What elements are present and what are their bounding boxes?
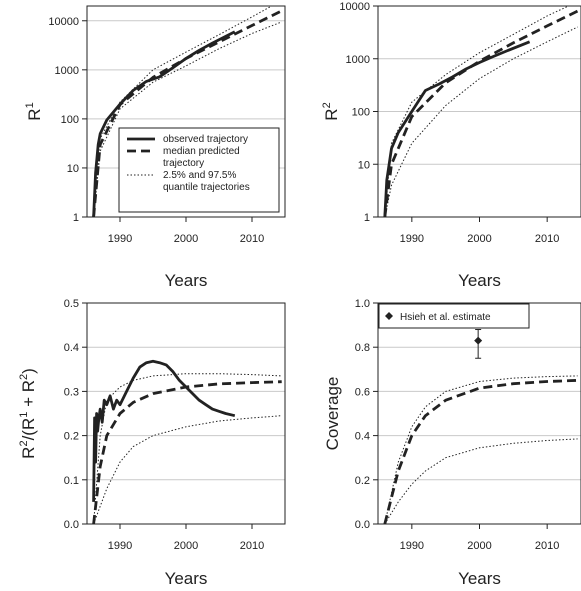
y-tick-label: 10: [358, 159, 370, 171]
legend-box: [378, 303, 530, 329]
y-label-part: ): [19, 368, 38, 374]
x-tick-label: 1990: [108, 540, 132, 552]
x-tick-label: 2010: [535, 540, 559, 552]
series-line-solid: [92, 359, 236, 502]
x-axis-label: Years: [165, 271, 208, 290]
series-line-dashed: [383, 379, 578, 524]
legend-label: quantile trajectories: [163, 182, 250, 193]
series-line-dotted: [384, 438, 578, 524]
y-axis-label: R2: [321, 102, 341, 120]
panel-r2: 1 10 100 1000 10000 1990 2000 2010 Years R2: [321, 1, 581, 290]
plot-frame: [86, 302, 286, 525]
y-tick-label: 0.0: [64, 519, 79, 531]
y-tick-label: 0.1: [64, 475, 79, 487]
series-line-dotted: [384, 375, 578, 524]
plot-frame: [377, 302, 581, 525]
x-axis-label: Years: [165, 569, 208, 588]
x-tick-label: 1990: [108, 233, 132, 245]
legend-box: [118, 127, 280, 213]
y-tick-label: 10000: [48, 16, 79, 28]
series-line-dotted: [384, 26, 578, 217]
y-label-superscript: 2: [18, 374, 30, 380]
y-tick-label: 100: [61, 114, 79, 126]
series-group: [92, 359, 282, 524]
y-tick-label: 1: [73, 212, 79, 224]
x-tick-label: 2010: [240, 540, 264, 552]
y-tick-label: 1.0: [355, 298, 370, 310]
y-label-main: R: [322, 108, 341, 120]
legend: Hsieh et al. estimate: [378, 303, 530, 329]
series-group: [92, 6, 283, 217]
y-label-superscript: 2: [18, 440, 30, 446]
legend-label: trajectory: [163, 158, 204, 169]
legend-label: median predicted: [163, 146, 240, 157]
y-tick-label: 1000: [55, 65, 79, 77]
legend-label: Hsieh et al. estimate: [400, 312, 491, 323]
legend-label: 2.5% and 97.5%: [163, 170, 236, 181]
y-axis-label: R1: [24, 102, 44, 120]
series-line-solid: [92, 30, 236, 217]
y-label-part: /(R: [19, 418, 38, 441]
x-tick-label: 2000: [467, 540, 491, 552]
y-label-superscript: 1: [24, 102, 36, 108]
y-tick-label: 1: [364, 212, 370, 224]
plot-frame: [86, 5, 286, 218]
y-label-main: R: [25, 108, 44, 120]
y-tick-label: 10000: [339, 1, 370, 13]
x-tick-label: 1990: [400, 540, 424, 552]
x-tick-label: 2010: [535, 233, 559, 245]
x-tick-label: 2000: [174, 540, 198, 552]
series-line-dashed: [383, 9, 579, 217]
series-group: [383, 6, 579, 217]
x-tick-label: 1990: [400, 233, 424, 245]
y-tick-label: 0.0: [355, 519, 370, 531]
estimate-point: [474, 336, 483, 345]
x-axis-label: Years: [458, 569, 501, 588]
legend-point: [385, 312, 393, 320]
panel-coverage: 0.0 0.2 0.4 0.6 0.8 1.0 1990 2000 2010 Years Cover…: [323, 298, 581, 588]
y-tick-label: 0.6: [355, 386, 370, 398]
series-line-dashed: [92, 380, 282, 524]
y-tick-label: 100: [352, 107, 370, 119]
x-tick-label: 2000: [174, 233, 198, 245]
series-line-dotted: [93, 415, 282, 524]
y-label-part: R: [19, 447, 38, 459]
y-axis-label: R2/(R1 + R2): [18, 368, 38, 459]
y-tick-label: 10: [67, 163, 79, 175]
y-label-part: + R: [19, 380, 38, 412]
series-line-dotted: [93, 373, 282, 524]
y-tick-label: 0.5: [64, 298, 79, 310]
x-tick-label: 2000: [467, 233, 491, 245]
y-tick-label: 0.4: [64, 342, 79, 354]
y-label-superscript: 1: [18, 412, 30, 418]
series-line-dotted: [93, 21, 282, 217]
x-tick-label: 2010: [240, 233, 264, 245]
y-tick-label: 0.4: [355, 431, 370, 443]
y-tick-label: 1000: [346, 54, 370, 66]
plot-frame: [377, 5, 581, 218]
y-axis-label: Coverage: [323, 377, 342, 451]
y-label-main: Coverage: [323, 377, 342, 451]
y-tick-label: 0.2: [64, 431, 79, 443]
y-tick-label: 0.3: [64, 386, 79, 398]
y-label-superscript: 2: [321, 102, 333, 108]
series-line-dotted: [384, 6, 570, 217]
y-tick-label: 0.8: [355, 342, 370, 354]
legend-label: observed trajectory: [163, 134, 248, 145]
y-tick-label: 0.2: [355, 475, 370, 487]
series-group: [383, 375, 578, 524]
x-axis-label: Years: [458, 271, 501, 290]
series-line-solid: [383, 40, 531, 217]
